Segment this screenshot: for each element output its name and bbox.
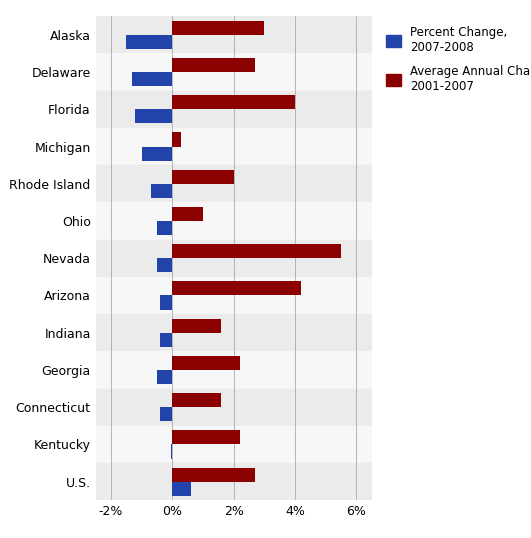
Bar (96, 388, 372, 426)
Bar (172, 95, 295, 109)
Bar (172, 482, 191, 496)
Bar (126, 35, 172, 49)
Bar (172, 281, 301, 295)
Bar (157, 258, 172, 272)
Bar (172, 430, 240, 444)
Bar (142, 146, 172, 161)
Bar (96, 202, 372, 239)
Bar (172, 169, 234, 184)
Bar (160, 295, 172, 310)
Bar (96, 90, 372, 128)
Bar (160, 332, 172, 347)
Bar (172, 132, 182, 146)
Bar (132, 72, 172, 86)
Bar (172, 318, 221, 332)
Bar (96, 463, 372, 500)
Bar (135, 109, 172, 123)
Bar (160, 407, 172, 421)
Bar (96, 351, 372, 388)
Bar (96, 239, 372, 277)
Bar (172, 468, 255, 482)
Bar (151, 184, 172, 198)
Bar (96, 277, 372, 314)
Bar (172, 58, 255, 72)
Bar (96, 128, 372, 165)
Bar (172, 20, 264, 35)
Bar (157, 370, 172, 384)
Bar (171, 444, 172, 458)
Bar (172, 393, 221, 407)
Bar (157, 221, 172, 235)
Bar (96, 165, 372, 202)
Bar (96, 53, 372, 90)
Bar (96, 314, 372, 351)
Bar (172, 356, 240, 370)
Bar (172, 244, 341, 258)
Bar (96, 426, 372, 463)
Bar (96, 16, 372, 53)
Bar (172, 207, 203, 221)
Legend: Percent Change,
2007-2008, Average Annual Change,
2001-2007: Percent Change, 2007-2008, Average Annua… (383, 22, 531, 97)
